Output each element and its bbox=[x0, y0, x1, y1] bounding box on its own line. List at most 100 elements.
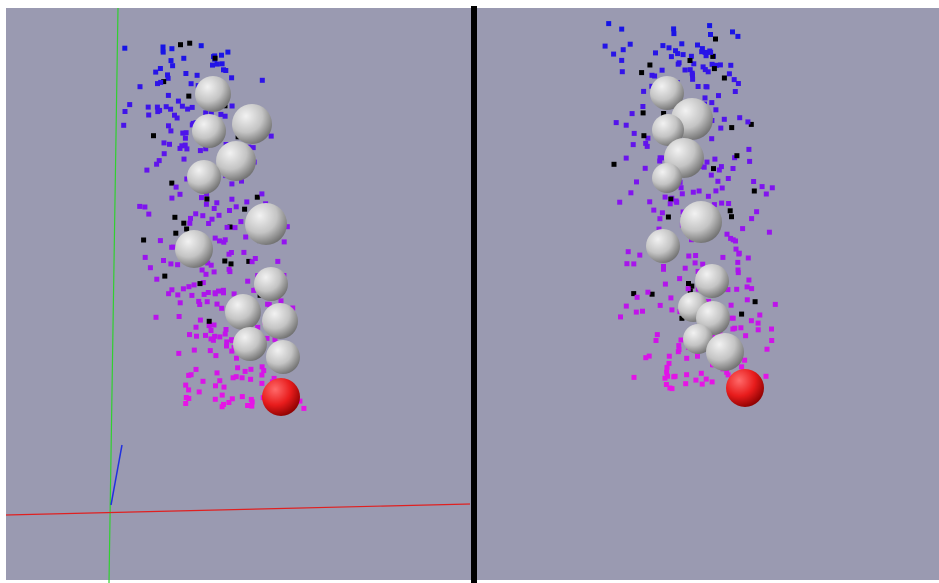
point bbox=[169, 196, 174, 201]
point bbox=[620, 69, 625, 74]
point bbox=[200, 268, 205, 273]
point bbox=[674, 200, 679, 205]
point bbox=[301, 406, 306, 411]
point bbox=[619, 58, 624, 63]
point bbox=[764, 192, 769, 197]
point bbox=[178, 146, 183, 151]
sphere bbox=[233, 327, 267, 361]
point bbox=[640, 104, 645, 109]
point bbox=[769, 338, 774, 343]
point bbox=[669, 54, 674, 59]
point bbox=[154, 162, 159, 167]
point bbox=[617, 200, 622, 205]
point bbox=[198, 281, 203, 286]
point bbox=[740, 226, 745, 231]
point bbox=[209, 336, 214, 341]
point bbox=[218, 112, 223, 117]
point bbox=[198, 148, 203, 153]
point bbox=[199, 195, 204, 200]
point bbox=[229, 197, 234, 202]
point bbox=[612, 162, 617, 167]
sphere bbox=[192, 114, 226, 148]
point bbox=[164, 104, 169, 109]
point bbox=[158, 238, 163, 243]
point bbox=[181, 221, 186, 226]
target-sphere bbox=[262, 378, 300, 416]
sphere bbox=[646, 229, 680, 263]
point bbox=[624, 261, 629, 266]
point bbox=[248, 377, 253, 382]
point bbox=[279, 298, 284, 303]
point bbox=[174, 185, 179, 190]
point bbox=[688, 58, 693, 63]
point bbox=[700, 382, 705, 387]
point bbox=[214, 200, 219, 205]
point bbox=[726, 176, 731, 181]
point bbox=[207, 323, 212, 328]
point bbox=[628, 190, 633, 195]
left-viewport[interactable] bbox=[6, 8, 471, 580]
point bbox=[250, 259, 255, 264]
point bbox=[172, 215, 177, 220]
point bbox=[222, 385, 227, 390]
point bbox=[732, 326, 737, 331]
point bbox=[178, 192, 183, 197]
point bbox=[729, 303, 734, 308]
point bbox=[705, 160, 710, 165]
point bbox=[169, 46, 174, 51]
point bbox=[161, 258, 166, 263]
point bbox=[121, 123, 126, 128]
point bbox=[746, 256, 751, 261]
point bbox=[658, 303, 663, 308]
point bbox=[754, 209, 759, 214]
point bbox=[175, 262, 180, 267]
point bbox=[683, 68, 688, 73]
viewer bbox=[0, 0, 939, 583]
point bbox=[162, 140, 167, 145]
point bbox=[712, 157, 717, 162]
point bbox=[671, 374, 676, 379]
point bbox=[764, 374, 769, 379]
point bbox=[141, 238, 146, 243]
point bbox=[632, 131, 637, 136]
point bbox=[728, 63, 733, 68]
point bbox=[209, 263, 214, 268]
point bbox=[183, 383, 188, 388]
point bbox=[177, 314, 182, 319]
point bbox=[220, 404, 225, 409]
point bbox=[122, 46, 127, 51]
point bbox=[660, 210, 665, 215]
point bbox=[707, 23, 712, 28]
point bbox=[204, 197, 209, 202]
point bbox=[711, 166, 716, 171]
point bbox=[184, 130, 189, 135]
point bbox=[640, 309, 645, 314]
point bbox=[168, 107, 173, 112]
point bbox=[223, 68, 228, 73]
point bbox=[144, 168, 149, 173]
point bbox=[259, 381, 264, 386]
point bbox=[210, 63, 215, 68]
sphere bbox=[225, 294, 261, 330]
point bbox=[206, 221, 211, 226]
point bbox=[175, 292, 180, 297]
point bbox=[229, 75, 234, 80]
point bbox=[167, 142, 172, 147]
point bbox=[158, 80, 163, 85]
point bbox=[703, 67, 708, 72]
point bbox=[166, 76, 171, 81]
point bbox=[138, 84, 143, 89]
point bbox=[709, 136, 714, 141]
point bbox=[213, 397, 218, 402]
point bbox=[243, 235, 248, 240]
point bbox=[643, 355, 648, 360]
point bbox=[176, 99, 181, 104]
point bbox=[679, 338, 684, 343]
point bbox=[669, 307, 674, 312]
point bbox=[683, 266, 688, 271]
point bbox=[229, 181, 234, 186]
point bbox=[197, 302, 202, 307]
sphere bbox=[187, 160, 221, 194]
point bbox=[183, 401, 188, 406]
point bbox=[699, 371, 704, 376]
